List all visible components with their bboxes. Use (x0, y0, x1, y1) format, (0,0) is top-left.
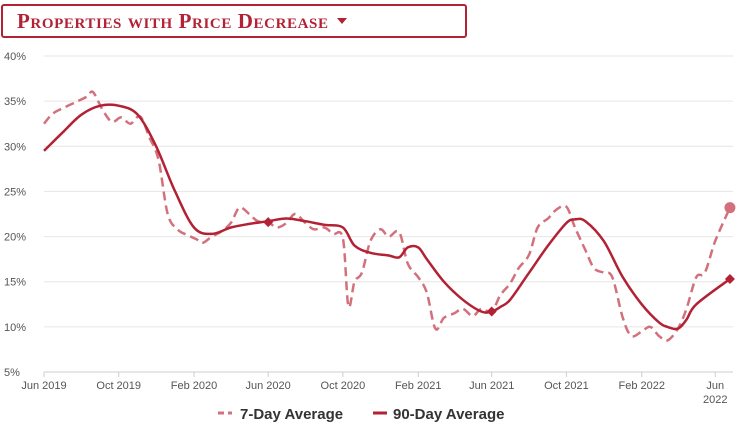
point-marker-90-day (263, 217, 274, 228)
legend-item-7-day[interactable]: 7-Day Average (218, 406, 343, 423)
x-tick-label: Jun 2021 (469, 380, 514, 392)
y-tick-label: 40% (4, 51, 26, 63)
point-marker-90-day (724, 274, 735, 285)
legend-label-90-day: 90-Day Average (393, 406, 504, 423)
x-tick-label: Oct 2019 (96, 380, 141, 392)
series-markers (263, 202, 736, 317)
y-tick-label: 25% (4, 186, 26, 198)
point-marker-7-day (724, 202, 736, 214)
x-tick-label: Jun 2020 (246, 380, 291, 392)
y-tick-label: 15% (4, 277, 26, 289)
caret-down-icon (336, 18, 347, 24)
x-tick-label: Feb 2022 (619, 380, 665, 392)
x-tick-label: Jun 2019 (21, 380, 66, 392)
y-tick-label: 5% (4, 367, 20, 379)
x-tick-label: 2022 (703, 394, 727, 406)
x-tick-label: Jun (706, 380, 724, 392)
point-marker-90-day (486, 306, 497, 317)
chart-selector-dropdown[interactable]: Properties with Price Decrease (1, 4, 467, 38)
series-line-90-day (43, 103, 731, 331)
chart-legend: 7-Day Average 90-Day Average (218, 406, 504, 423)
y-tick-label: 35% (4, 96, 26, 108)
series-lines (43, 90, 732, 342)
legend-label-7-day: 7-Day Average (240, 406, 343, 423)
y-tick-label: 10% (4, 322, 26, 334)
series-line-7-day (43, 90, 732, 342)
y-axis: 5% 10% 15% 20% 25% 30% 35% 40% (4, 51, 26, 379)
y-tick-label: 20% (4, 232, 26, 244)
grid-lines (44, 55, 733, 373)
chart-title: Properties with Price Decrease (17, 8, 329, 33)
x-tick-label: Oct 2020 (321, 380, 366, 392)
y-tick-label: 30% (4, 141, 26, 153)
legend-item-90-day[interactable]: 90-Day Average (373, 406, 504, 423)
x-axis: Jun 2019 Oct 2019 Feb 2020 Jun 2020 Oct 2020… (21, 372, 727, 406)
x-tick-label: Oct 2021 (544, 380, 589, 392)
x-tick-label: Feb 2020 (171, 380, 217, 392)
x-tick-label: Feb 2021 (395, 380, 441, 392)
